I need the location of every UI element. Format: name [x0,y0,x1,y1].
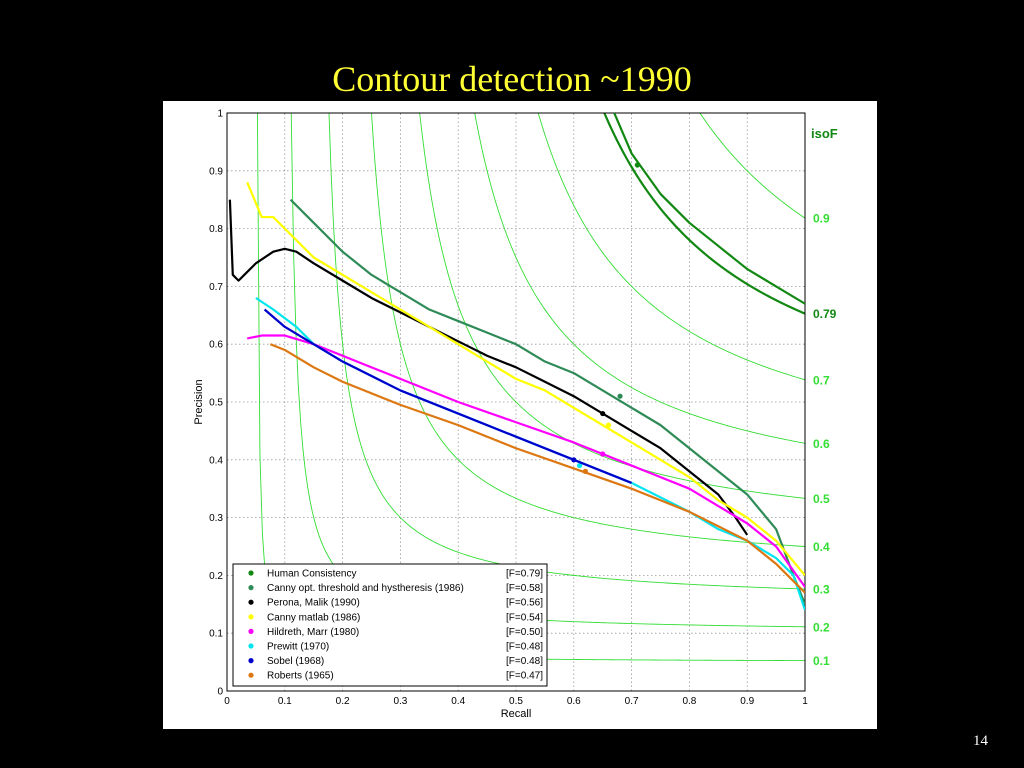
isoF-curve [699,113,805,219]
isoF-title: isoF [811,126,838,141]
legend-entry-fscore: [F=0.79] [506,569,543,580]
isoF-label: 0.9 [813,212,830,226]
legend-marker [248,628,254,635]
series-line [289,198,805,605]
axis-ticks: 0 0.1 0.2 0.3 0.4 0.5 0.6 0.7 0.8 0.9 1 0 0.1 0.2 0.3 0… [209,109,808,708]
series-line [247,334,805,588]
isoF-label: 0.79 [813,307,837,321]
x-tick-label: 1 [802,696,808,707]
series-marker [582,468,588,474]
precision-recall-chart: 0 0.1 0.2 0.3 0.4 0.5 0.6 0.7 0.8 0.9 1 0 0.1 0.2 0.3 0… [193,109,838,721]
isoF-label: 0.5 [813,492,830,506]
legend-entry-name: Prewitt (1970) [267,642,329,653]
series-curves [228,113,805,611]
y-tick-label: 0.9 [209,166,223,177]
series-marker [600,410,606,417]
legend-marker [248,614,254,620]
series-marker [605,422,612,428]
legend: Human Consistency [F=0.79] Canny opt. thre… [232,563,548,687]
y-tick-label: 0 [217,687,223,698]
x-tick-label: 0.5 [509,696,523,707]
legend-entry-fscore: [F=0.58] [506,583,543,594]
isoF-labels: isoF 0.1 0.2 0.3 0.4 0.5 0.6 0.7 0.79 0.9 [811,126,838,668]
isoF-curve [537,113,805,381]
x-tick-label: 0.4 [451,696,465,707]
series-marker [571,457,577,463]
y-tick-label: 0.1 [209,629,223,640]
isoF-label: 0.1 [813,654,830,668]
legend-entry-fscore: [F=0.54] [506,612,543,623]
series-line [613,113,805,305]
series-line [269,343,805,594]
legend-entry-fscore: [F=0.48] [506,642,543,653]
plot-frame [226,112,806,692]
legend-entry-fscore: [F=0.47] [506,671,543,682]
y-tick-label: 0.2 [209,571,223,582]
isoF-curve [474,113,805,444]
figure-panel: 0 0.1 0.2 0.3 0.4 0.5 0.6 0.7 0.8 0.9 1 0 0.1 0.2 0.3 0… [163,101,877,729]
x-tick-label: 0.2 [336,696,350,707]
series-marker [634,162,640,168]
x-axis-label: Recall [501,708,532,720]
legend-entry-fscore: [F=0.56] [506,598,543,609]
y-tick-label: 0.4 [209,455,223,466]
y-tick-label: 1 [217,109,223,120]
y-tick-label: 0.6 [209,340,223,351]
series-marker [600,451,606,457]
legend-entry-name: Sobel (1968) [267,656,324,667]
page-number: 14 [973,733,988,749]
y-tick-label: 0.5 [209,398,223,409]
legend-marker [248,570,254,576]
legend-entry-name: Hildreth, Marr (1980) [267,627,359,638]
x-tick-label: 0.3 [393,696,407,707]
legend-entry-name: Human Consistency [267,569,356,580]
isoF-curve [371,113,805,547]
x-tick-label: 0.7 [625,696,639,707]
x-tick-label: 0.6 [567,696,581,707]
series-line [263,308,633,484]
legend-marker [248,643,254,649]
legend-entry-name: Perona, Malik (1990) [267,598,360,609]
series-line [246,181,805,577]
legend-marker [248,585,254,591]
legend-marker [248,658,254,664]
slide-title: Contour detection ~1990 [332,59,692,99]
y-tick-label: 0.7 [209,282,223,293]
y-tick-label: 0.3 [209,513,223,524]
x-tick-label: 0.8 [682,696,696,707]
isoF-label: 0.6 [813,437,830,451]
isoF-label: 0.3 [813,583,830,597]
isoF-curve [603,113,805,315]
x-tick-label: 0.9 [740,696,754,707]
legend-entry-name: Canny matlab (1986) [267,612,360,623]
legend-entry-fscore: [F=0.50] [506,627,543,638]
y-axis-label: Precision [193,379,205,424]
series-marker [617,393,623,399]
legend-marker [248,599,254,605]
legend-entry-name: Roberts (1965) [267,671,334,682]
y-tick-label: 0.8 [209,224,223,235]
legend-marker [248,672,254,678]
isoF-curve [328,113,805,590]
series-marker [576,462,583,469]
legend-entry-name: Canny opt. threshold and hystheresis (19… [267,583,464,594]
isoF-label: 0.7 [813,373,830,387]
legend-entry-fscore: [F=0.48] [506,656,543,667]
isoF-label: 0.2 [813,620,830,634]
x-tick-label: 0 [224,696,230,707]
isoF-label: 0.4 [813,540,830,554]
legend-box [232,563,548,687]
x-tick-label: 0.1 [278,696,292,707]
